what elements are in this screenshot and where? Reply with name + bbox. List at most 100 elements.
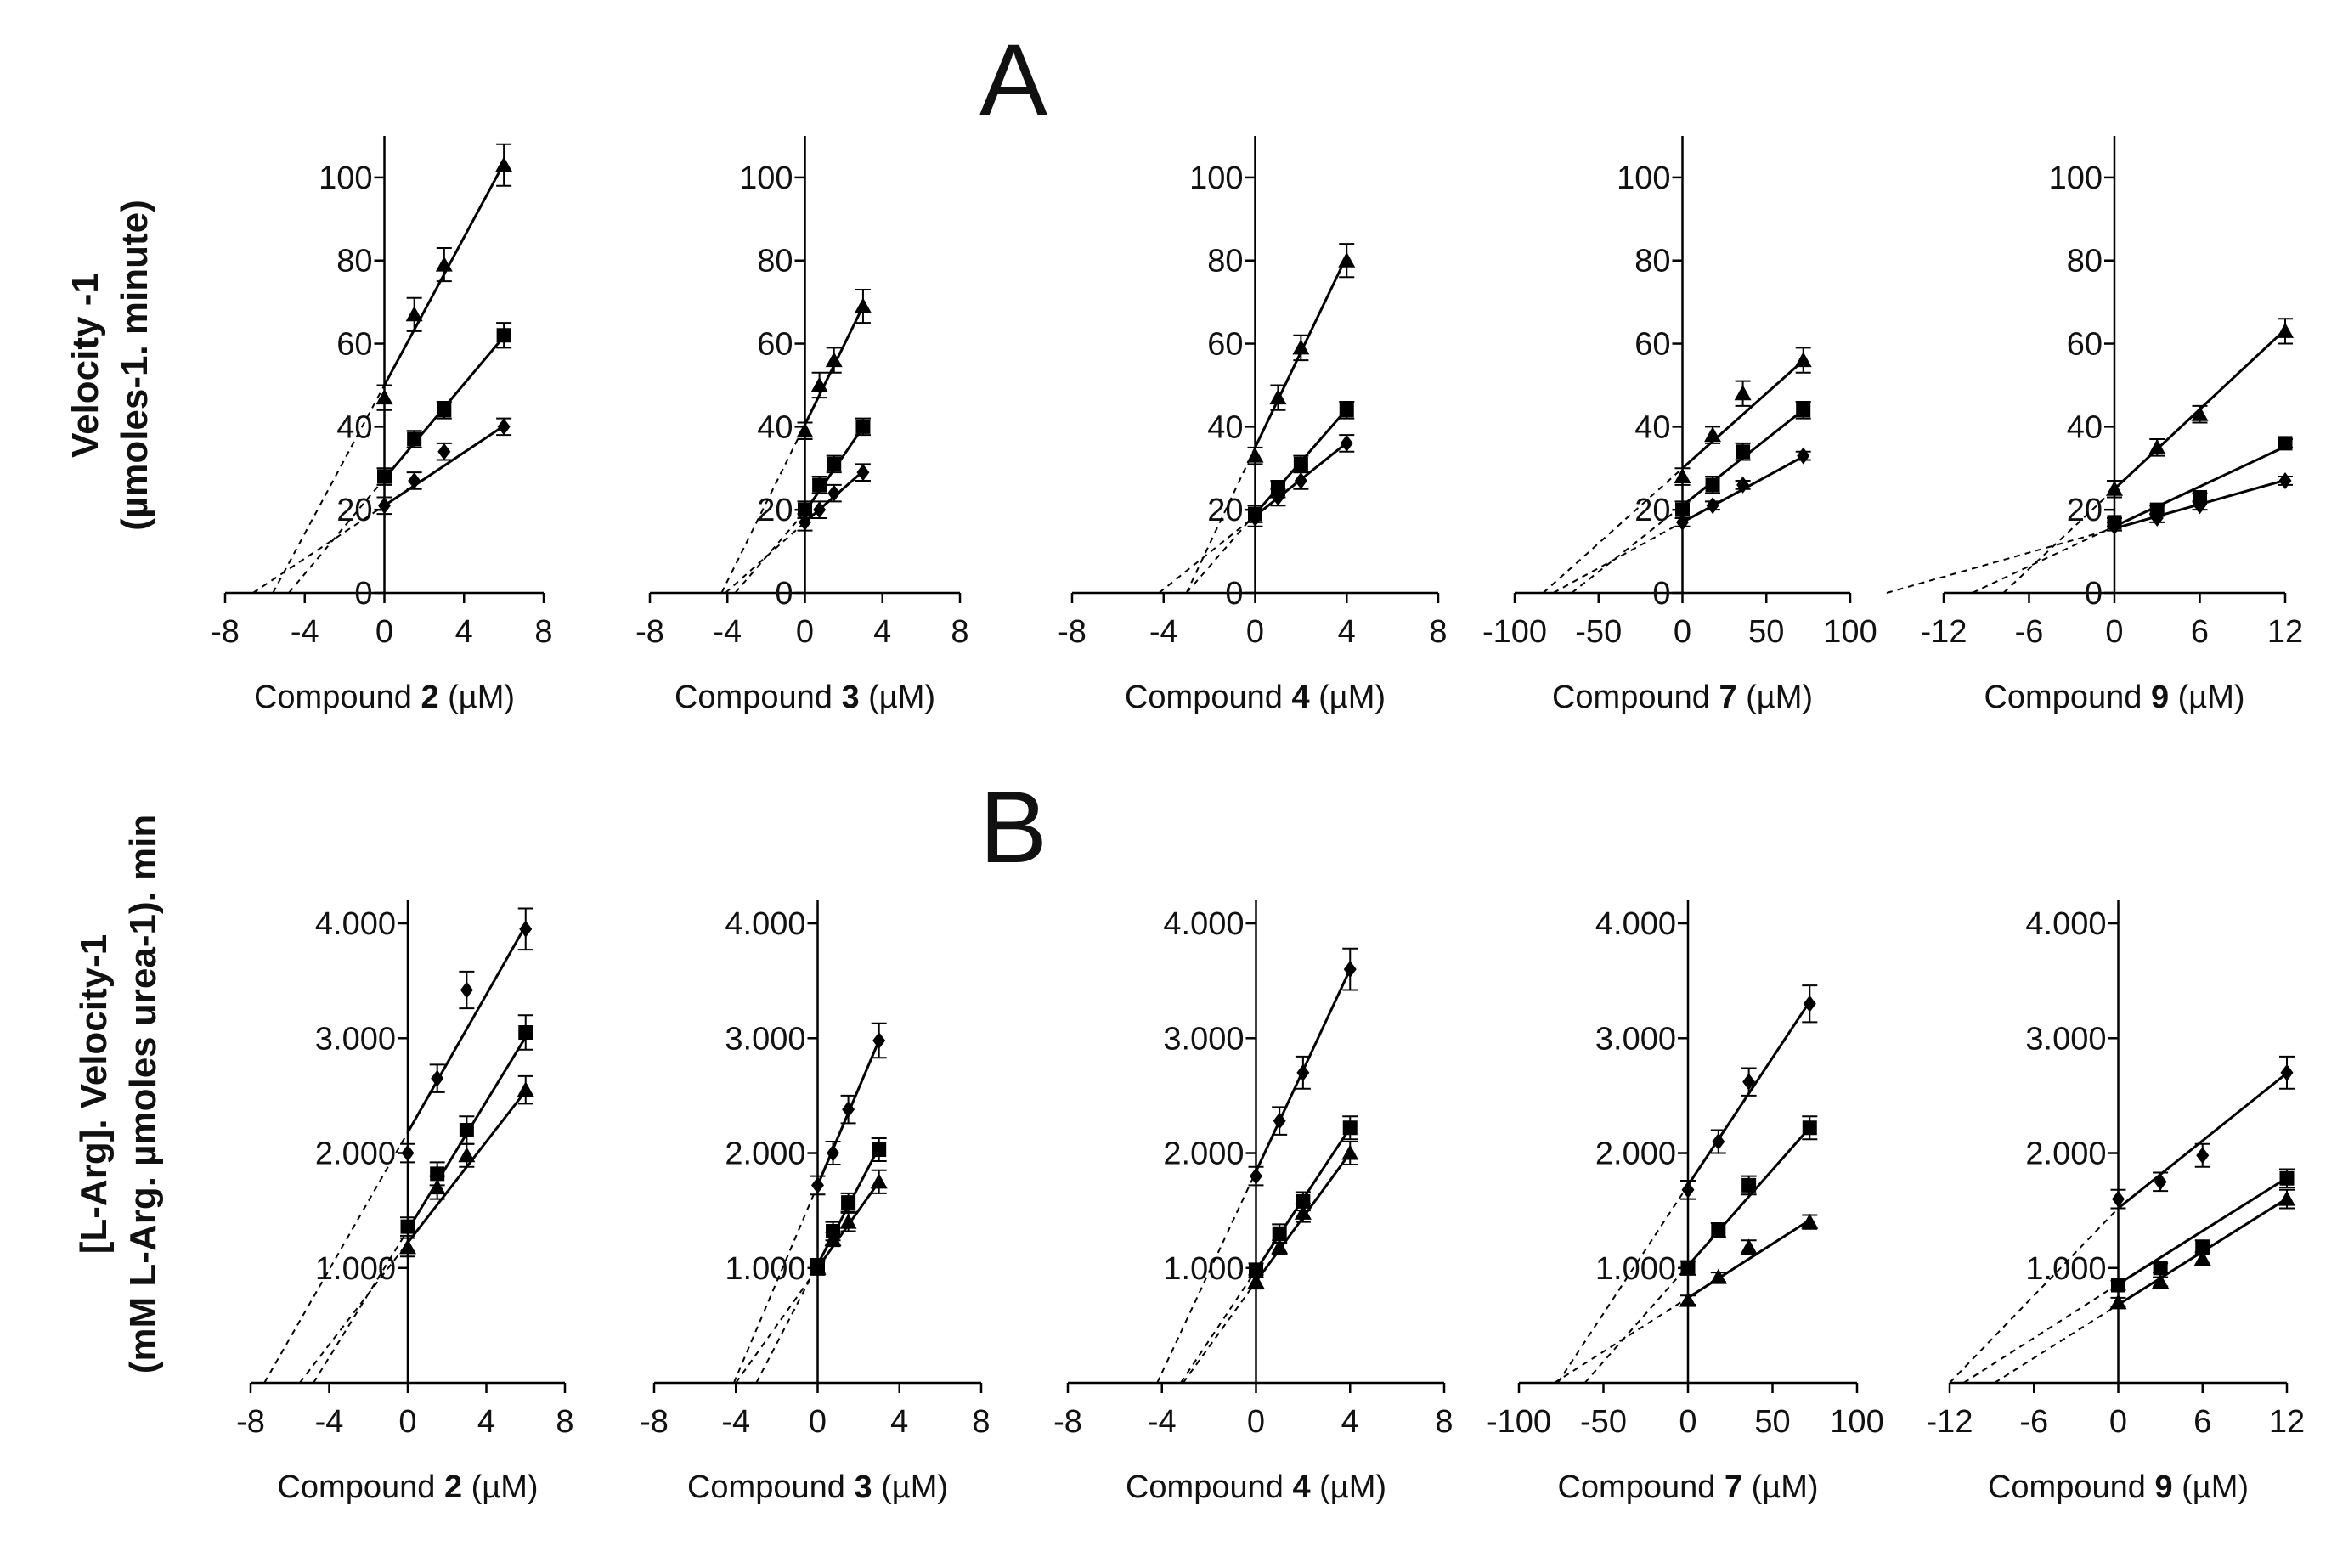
- data-point-square: [1342, 1120, 1358, 1136]
- data-point-diamond: [408, 471, 421, 489]
- fit-line: [1681, 359, 1804, 470]
- y-tick-label: 100: [1617, 161, 1670, 196]
- data-point-triangle: [796, 422, 814, 438]
- data-point-diamond: [1271, 488, 1284, 506]
- x-tick-label: 8: [556, 1404, 573, 1440]
- x-tick-label: -8: [1058, 614, 1087, 650]
- x-tick-label: 8: [972, 1404, 990, 1440]
- x-axis-title: Compound 3 (µM): [687, 1469, 948, 1505]
- y-tick-label: 2.000: [315, 1137, 396, 1172]
- fit-line: [2114, 445, 2286, 528]
- data-point-triangle: [1704, 426, 1722, 443]
- panel-b-letter: B: [979, 770, 1047, 884]
- data-point-diamond: [431, 1069, 444, 1087]
- y-tick-label: 60: [1207, 327, 1243, 363]
- panel-b-ylabel: [L-Arg]. Velocity-1 (mM L-Arg. µmoles ur…: [73, 815, 164, 1374]
- series-square: [313, 1014, 533, 1384]
- panel-a-ylabel-line2: (µmoles-1. minute): [114, 200, 155, 531]
- y-tick-label: 4.000: [2025, 906, 2106, 942]
- x-tick-label: 4: [477, 1404, 495, 1440]
- data-point-diamond: [813, 501, 827, 519]
- chart-a-7: -100 -50 0 50 100 0 20 40 60 80 100 Compound 7 (µM): [1482, 136, 1877, 715]
- x-tick-label: -4: [291, 614, 319, 650]
- y-tick-label: 3.000: [315, 1021, 396, 1057]
- extrapolation-line: [1158, 515, 1256, 594]
- y-tick-label: 1.000: [725, 1251, 805, 1287]
- x-tick-label: -4: [1148, 1404, 1177, 1440]
- extrapolation-line: [2002, 488, 2115, 594]
- x-axis-title: Compound 2 (µM): [277, 1469, 538, 1505]
- y-tick-label: 3.000: [2025, 1021, 2106, 1057]
- data-point-diamond: [1676, 513, 1689, 531]
- series-diamond: [1886, 471, 2293, 594]
- series-square: [1583, 1115, 1818, 1384]
- data-point-triangle: [824, 1230, 842, 1246]
- y-tick-label: 80: [1207, 244, 1243, 279]
- y-tick-label: 60: [1634, 327, 1670, 363]
- x-tick-label: -6: [2015, 614, 2044, 650]
- y-tick-label: 1.000: [2025, 1251, 2106, 1287]
- extrapolation-line: [1994, 1304, 2120, 1384]
- x-axis-title: Compound 4 (µM): [1125, 680, 1386, 715]
- x-tick-label: 100: [1823, 614, 1877, 650]
- data-point-diamond: [1249, 509, 1262, 527]
- data-point-triangle: [2148, 438, 2166, 454]
- data-point-triangle: [458, 1147, 476, 1163]
- data-point-diamond: [1294, 471, 1307, 489]
- x-axis-title: Compound 9 (µM): [1988, 1469, 2249, 1505]
- data-point-diamond: [519, 920, 533, 938]
- y-tick-label: 0: [1652, 576, 1670, 612]
- x-tick-label: -6: [2019, 1404, 2048, 1440]
- x-tick-label: 0: [398, 1404, 416, 1440]
- y-tick-label: 2.000: [1595, 1137, 1676, 1172]
- extrapolation-line: [1583, 1265, 1689, 1384]
- data-point-triangle: [2278, 1190, 2295, 1206]
- data-point-diamond: [378, 497, 391, 515]
- x-tick-label: 8: [951, 614, 968, 650]
- y-tick-label: 80: [336, 244, 372, 279]
- y-tick-label: 40: [757, 409, 793, 445]
- y-tick-label: 60: [336, 327, 372, 363]
- data-point-triangle: [2106, 480, 2123, 496]
- series-diamond: [263, 907, 533, 1384]
- series-diamond: [732, 1022, 887, 1384]
- y-tick-label: 20: [1634, 493, 1670, 528]
- x-tick-label: 0: [1246, 614, 1264, 650]
- data-point-square: [1796, 403, 1811, 418]
- data-point-triangle: [435, 256, 453, 272]
- fit-line: [406, 925, 528, 1133]
- series-diamond: [252, 417, 512, 594]
- data-point-diamond: [1712, 1133, 1725, 1150]
- data-point-triangle: [1801, 1213, 1819, 1229]
- y-tick-label: 0: [1225, 576, 1243, 612]
- y-tick-label: 60: [2067, 327, 2103, 363]
- data-point-diamond: [842, 1101, 855, 1119]
- series-square: [1972, 436, 2293, 594]
- extrapolation-line: [1552, 521, 1683, 594]
- data-point-square: [2279, 1170, 2295, 1186]
- data-point-triangle: [399, 1238, 416, 1255]
- data-point-square: [459, 1122, 474, 1137]
- data-point-triangle: [2277, 322, 2294, 338]
- y-tick-label: 100: [319, 161, 372, 196]
- x-tick-label: 0: [2105, 614, 2123, 650]
- data-point-diamond: [1797, 447, 1810, 465]
- data-point-square: [812, 477, 827, 493]
- data-point-triangle: [1740, 1238, 1758, 1255]
- x-tick-label: -4: [713, 614, 742, 650]
- extrapolation-line: [1554, 1297, 1689, 1384]
- extrapolation-line: [734, 510, 806, 594]
- data-point-diamond: [2154, 1173, 2167, 1191]
- x-tick-label: 4: [455, 614, 473, 650]
- data-point-triangle: [1709, 1268, 1727, 1284]
- data-point-triangle: [2191, 405, 2209, 421]
- extrapolation-line: [252, 505, 386, 594]
- data-point-diamond: [872, 1031, 886, 1049]
- extrapolation-line: [735, 1267, 819, 1384]
- x-tick-label: 12: [2267, 614, 2303, 650]
- extrapolation-line: [299, 1242, 409, 1384]
- panel-b-ylabel-line1: [L-Arg]. Velocity-1: [73, 934, 115, 1255]
- series-diamond: [1158, 434, 1355, 594]
- data-point-triangle: [1294, 1204, 1312, 1220]
